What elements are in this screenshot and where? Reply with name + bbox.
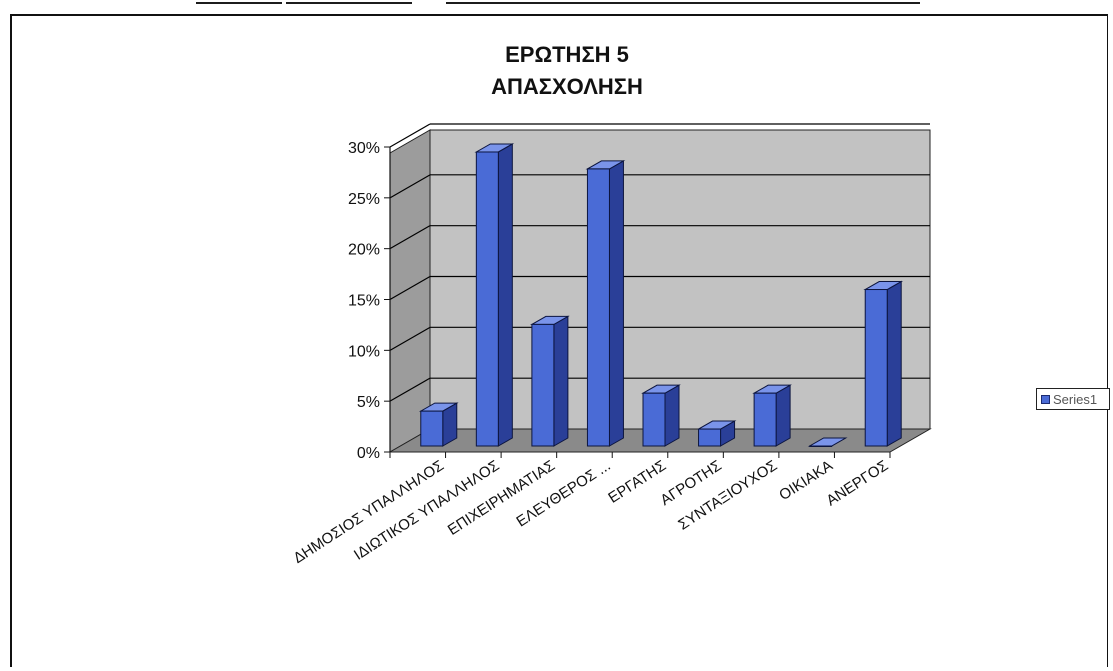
chart-title-line-1: ΕΡΩΤΗΣΗ 5: [505, 42, 629, 67]
bar-side: [553, 315, 569, 447]
gridline-side: [389, 275, 431, 301]
legend-swatch: [1041, 394, 1050, 404]
chart-back-wall: [429, 129, 931, 430]
chart-title-line-2: ΑΠΑΣΧΟΛΗΣΗ: [491, 74, 643, 99]
bar-side: [886, 280, 902, 447]
y-tick-label: 30%: [348, 140, 380, 157]
bar: [420, 410, 444, 447]
bar: [531, 323, 555, 447]
top-strip-mark: [196, 2, 282, 4]
y-tick-label: 10%: [348, 343, 380, 360]
chart-legend: Series1: [1036, 388, 1110, 410]
y-tick-label: 20%: [348, 242, 380, 259]
y-tick-label: 5%: [357, 394, 380, 411]
y-tick-label: 0%: [357, 445, 380, 462]
gridline-side: [389, 174, 431, 199]
bar: [698, 428, 722, 447]
plot-area: 0%5%10%15%20%25%30%ΔΗΜΟΣΙΟΣ ΥΠΑΛΛΗΛΟΣΙΔΙ…: [290, 123, 932, 567]
gridline-side: [389, 326, 431, 351]
x-category-label: ΑΝΕΡΓΟΣ: [823, 457, 891, 509]
bar-side: [664, 384, 680, 447]
bar: [642, 392, 666, 447]
legend-label: Series1: [1053, 391, 1098, 407]
x-category-label: ΣΥΝΤΑΞΙΟΥΧΟΣ: [675, 457, 780, 533]
bar: [586, 168, 610, 447]
top-scan-strip: [0, 0, 1113, 8]
gridline-side: [389, 123, 431, 148]
bar-side: [608, 160, 624, 447]
bar: [475, 151, 499, 447]
bar: [864, 289, 888, 447]
bar: [753, 392, 777, 447]
bar-side: [497, 143, 513, 447]
y-tick-label: 15%: [348, 293, 380, 310]
bar-side: [775, 384, 791, 447]
gridline-side: [389, 225, 431, 250]
top-strip-mark: [286, 2, 412, 4]
gridline-side: [389, 377, 431, 402]
top-strip-mark: [446, 2, 920, 4]
bar: [809, 445, 833, 447]
y-tick-label: 25%: [348, 191, 380, 208]
x-category-label: ΕΛΕΥΘΕΡΟΣ ...: [513, 457, 613, 530]
